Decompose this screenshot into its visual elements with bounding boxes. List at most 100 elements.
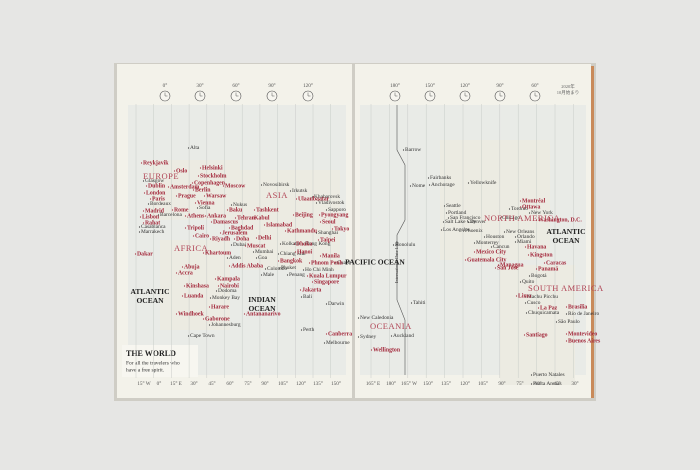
city-dot <box>519 281 522 283</box>
city-dot <box>187 335 190 337</box>
ocean-label: ATLANTIC OCEAN <box>130 287 169 305</box>
city-dot <box>319 255 322 257</box>
city-dot <box>157 214 160 216</box>
city-dot <box>255 257 258 259</box>
capital-label: Nairobi <box>220 283 239 289</box>
capital-label: Cairo <box>195 233 209 239</box>
city-dot <box>514 241 517 243</box>
city-dot <box>230 204 233 206</box>
city-label: Hong Kong <box>305 241 331 247</box>
city-dot <box>442 221 445 223</box>
city-label: Casablanca <box>141 224 166 230</box>
city-dot <box>440 229 443 231</box>
city-dot <box>317 239 320 241</box>
city-label: Sapporo <box>328 207 346 213</box>
city-dot <box>209 238 212 240</box>
degree-label: 120° <box>303 82 313 89</box>
capital-label: Rome <box>174 207 189 213</box>
city-dot <box>284 230 287 232</box>
city-dot <box>175 195 178 197</box>
city-label: New York <box>531 210 553 216</box>
city-dot <box>230 244 233 246</box>
ocean-label-line: ATLANTIC <box>130 287 169 296</box>
city-dot <box>286 274 289 276</box>
city-dot <box>535 219 538 221</box>
capital-label: Accra <box>178 270 193 276</box>
city-dot <box>392 244 395 246</box>
city-dot <box>167 186 170 188</box>
city-dot <box>202 318 205 320</box>
city-label: Yellowknife <box>470 179 497 186</box>
capital-label: Jerusalem <box>222 230 248 236</box>
city-dot <box>252 251 255 253</box>
capital-label: Lima <box>518 293 531 299</box>
capital-label: Mexico City <box>476 249 506 255</box>
land-shade <box>500 265 575 385</box>
city-dot <box>473 242 476 244</box>
city-label: Ho Chi Minh <box>305 267 334 273</box>
city-dot <box>299 289 302 291</box>
city-dot <box>226 257 229 259</box>
degree-label: 15° E <box>170 380 182 387</box>
city-dot <box>147 203 150 205</box>
city-dot <box>260 184 263 186</box>
ocean-label-line: OCEAN <box>552 236 580 245</box>
city-dot <box>171 209 174 211</box>
degree-label: 45° <box>553 380 560 387</box>
continent-label: OCEANIA <box>370 321 412 331</box>
city-dot <box>197 175 200 177</box>
city-dot <box>243 313 246 315</box>
city-label: Fairbanks <box>430 175 451 181</box>
degree-label: 135° <box>313 380 323 387</box>
city-dot <box>253 209 256 211</box>
city-dot <box>181 295 184 297</box>
capital-label: Kathmandu <box>287 228 318 234</box>
city-dot <box>528 275 531 277</box>
city-label: Darwin <box>328 301 344 307</box>
city-label: Cusco <box>527 300 541 306</box>
city-dot <box>187 147 190 149</box>
city-dot <box>175 272 178 274</box>
degree-label: 30° <box>196 82 203 89</box>
capital-label: Guatemala City <box>467 257 507 263</box>
city-label: Salt Lake City <box>445 219 476 225</box>
city-label: San Francisco <box>450 215 481 221</box>
capital-label: Washington, D.C. <box>538 217 582 223</box>
degree-label: 150° <box>425 82 435 89</box>
city-dot <box>215 290 218 292</box>
city-dot <box>519 200 522 202</box>
degree-label: 60° <box>226 380 233 387</box>
capital-label: Gaborone <box>205 316 230 322</box>
degree-label: 90° <box>498 380 505 387</box>
city-label: Glasgow <box>145 178 164 184</box>
city-dot <box>331 228 334 230</box>
city-dot <box>514 236 517 238</box>
city-dot <box>173 170 176 172</box>
date-line <box>396 105 406 375</box>
capital-label: Helsinki <box>202 165 223 171</box>
city-label: Chiang Mai <box>280 251 306 257</box>
city-label: Rio de Janeiro <box>568 311 599 317</box>
header: 2020年 <box>561 83 575 90</box>
capital-label: Riyadh <box>212 236 231 242</box>
continent-label: NORTH AMERICA <box>484 213 560 223</box>
capital-label: Damascus <box>213 219 239 225</box>
city-dot <box>140 162 143 164</box>
city-dot <box>527 254 530 256</box>
city-dot <box>308 262 311 264</box>
city-dot <box>255 237 258 239</box>
degree-label: 30° <box>571 380 578 387</box>
capital-label: Brasília <box>568 304 587 310</box>
degree-label: 0° <box>157 380 162 387</box>
city-label: Johannesburg <box>211 322 241 328</box>
city-dot <box>565 333 568 335</box>
degree-label: 45° <box>208 380 215 387</box>
capital-label: San José <box>497 265 519 271</box>
land-shade <box>160 240 230 330</box>
city-dot <box>315 202 318 204</box>
city-dot <box>524 246 527 248</box>
city-label: Monkey Bay <box>212 295 240 301</box>
degree-label: 60° <box>531 82 538 89</box>
city-dot <box>494 267 497 269</box>
